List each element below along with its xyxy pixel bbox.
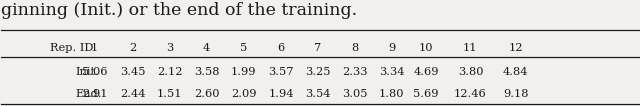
Text: 3.58: 3.58 [194, 67, 220, 77]
Text: 5: 5 [240, 43, 248, 53]
Text: 5.06: 5.06 [82, 67, 108, 77]
Text: 1.80: 1.80 [379, 89, 404, 99]
Text: 3.57: 3.57 [268, 67, 294, 77]
Text: 3.80: 3.80 [458, 67, 483, 77]
Text: 1.94: 1.94 [268, 89, 294, 99]
Text: 1.51: 1.51 [157, 89, 182, 99]
Text: 3.34: 3.34 [379, 67, 404, 77]
Text: 2.09: 2.09 [231, 89, 257, 99]
Text: 5.69: 5.69 [413, 89, 439, 99]
Text: 4.69: 4.69 [413, 67, 439, 77]
Text: 3.05: 3.05 [342, 89, 367, 99]
Text: 11: 11 [463, 43, 477, 53]
Text: End.: End. [76, 89, 102, 99]
Text: 1.99: 1.99 [231, 67, 257, 77]
Text: 3.54: 3.54 [305, 89, 331, 99]
Text: 2.60: 2.60 [194, 89, 220, 99]
Text: 12: 12 [509, 43, 523, 53]
Text: 2.91: 2.91 [82, 89, 108, 99]
Text: 3.25: 3.25 [305, 67, 331, 77]
Text: 1: 1 [91, 43, 99, 53]
Text: 2.44: 2.44 [120, 89, 145, 99]
Text: 3: 3 [166, 43, 173, 53]
Text: Rep. ID: Rep. ID [50, 43, 93, 53]
Text: Init.: Init. [76, 67, 99, 77]
Text: 9.18: 9.18 [503, 89, 529, 99]
Text: 12.46: 12.46 [454, 89, 487, 99]
Text: 10: 10 [419, 43, 433, 53]
Text: 2: 2 [129, 43, 136, 53]
Text: 7: 7 [314, 43, 322, 53]
Text: 3.45: 3.45 [120, 67, 145, 77]
Text: ginning (Init.) or the end of the training.: ginning (Init.) or the end of the traini… [1, 2, 357, 19]
Text: 6: 6 [277, 43, 285, 53]
Text: 9: 9 [388, 43, 396, 53]
Text: 2.12: 2.12 [157, 67, 182, 77]
Text: 2.33: 2.33 [342, 67, 367, 77]
Text: 4.84: 4.84 [503, 67, 529, 77]
Text: 4: 4 [203, 43, 211, 53]
Text: 8: 8 [351, 43, 358, 53]
